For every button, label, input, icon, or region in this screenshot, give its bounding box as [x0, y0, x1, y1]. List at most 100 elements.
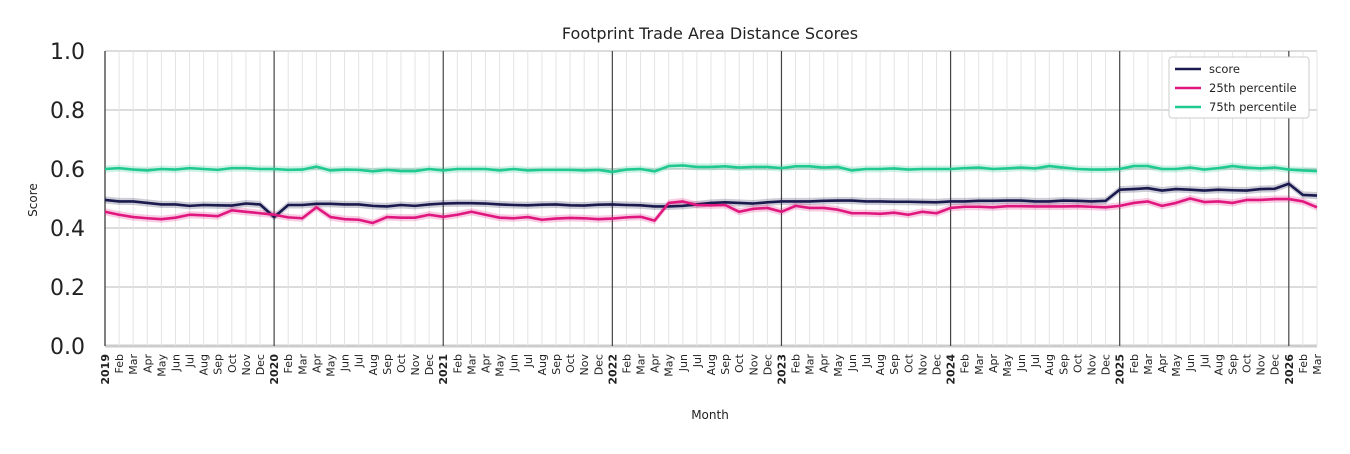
x-tick-label: Sep	[1057, 354, 1070, 375]
x-tick-label: Sep	[550, 354, 563, 375]
chart-title: Footprint Trade Area Distance Scores	[562, 24, 858, 43]
x-tick-label: Dec	[1269, 354, 1282, 375]
x-tick-label: Dec	[592, 354, 605, 375]
x-tick-label: Jul	[691, 354, 704, 368]
x-tick-label: Jun	[339, 354, 352, 372]
x-tick-label: 2019	[99, 354, 112, 385]
x-tick-label: Sep	[888, 354, 901, 375]
y-tick-label: 0.0	[50, 335, 85, 360]
x-tick-label: Nov	[1255, 354, 1268, 376]
x-tick-label: May	[324, 354, 337, 377]
x-tick-label: Aug	[705, 354, 718, 375]
series-line-25th-percentile	[104, 197, 1318, 225]
x-tick-label: Jun	[508, 354, 521, 372]
legend-label: 75th percentile	[1209, 100, 1297, 114]
x-tick-label: Mar	[804, 354, 817, 375]
x-tick-label: Jul	[353, 354, 366, 368]
x-tick-label: Mar	[1142, 354, 1155, 375]
x-tick-label: Feb	[959, 354, 972, 373]
x-tick-label: Oct	[902, 353, 915, 373]
y-tick-label: 0.6	[50, 158, 85, 183]
x-tick-label: Jul	[860, 354, 873, 368]
x-tick-label: Jun	[846, 354, 859, 372]
x-tick-label: Oct	[226, 353, 239, 373]
x-tick-label: Feb	[1297, 354, 1310, 373]
x-tick-label: May	[155, 354, 168, 377]
x-tick-label: Jul	[184, 354, 197, 368]
x-tick-label: Nov	[747, 354, 760, 376]
x-tick-label: Jul	[522, 354, 535, 368]
x-tick-label: Sep	[381, 354, 394, 375]
x-tick-label: Jul	[1029, 354, 1042, 368]
x-tick-label: Nov	[578, 354, 591, 376]
x-tick-label: Oct	[564, 353, 577, 373]
x-tick-label: Mar	[296, 354, 309, 375]
x-tick-label: Oct	[733, 353, 746, 373]
x-tick-label: 2020	[268, 354, 281, 385]
x-tick-label: May	[663, 354, 676, 377]
y-tick-labels: 0.0 0.2 0.4 0.6 0.8 1.0	[50, 40, 85, 360]
x-tick-label: Apr	[141, 354, 154, 374]
x-tick-label: Feb	[1128, 354, 1141, 373]
legend: score 25th percentile 75th percentile	[1168, 56, 1310, 119]
x-tick-label: Apr	[1156, 354, 1169, 374]
x-tick-label: Mar	[127, 354, 140, 375]
x-tick-label: 2025	[1114, 354, 1127, 385]
y-tick-label: 1.0	[50, 40, 85, 65]
x-tick-label: Oct	[395, 353, 408, 373]
x-tick-label: May	[832, 354, 845, 377]
x-tick-label: Feb	[113, 354, 126, 373]
x-tick-label: Feb	[282, 354, 295, 373]
x-tick-label: Feb	[620, 354, 633, 373]
x-tick-label: Dec	[761, 354, 774, 375]
x-tick-label: Mar	[465, 354, 478, 375]
x-tick-label: Apr	[987, 354, 1000, 374]
legend-label: score	[1209, 62, 1240, 76]
x-tick-label: Sep	[719, 354, 732, 375]
x-tick-label: Dec	[1100, 354, 1113, 375]
x-tick-label: Aug	[874, 354, 887, 375]
x-tick-label: Aug	[198, 354, 211, 375]
x-tick-label: Feb	[790, 354, 803, 373]
x-tick-label: Feb	[451, 354, 464, 373]
x-tick-label: Jun	[677, 354, 690, 372]
x-tick-label: Oct	[1071, 353, 1084, 373]
x-tick-label: Apr	[480, 354, 493, 374]
y-axis-label: Score	[26, 183, 40, 217]
x-tick-label: May	[1170, 354, 1183, 377]
x-tick-label: Dec	[930, 354, 943, 375]
x-tick-label: Nov	[916, 354, 929, 376]
x-tick-label: Jun	[169, 354, 182, 372]
y-tick-label: 0.4	[50, 217, 85, 242]
x-tick-label: May	[1001, 354, 1014, 377]
x-tick-label: Jun	[1184, 354, 1197, 372]
x-tick-label: Apr	[310, 354, 323, 374]
legend-label: 25th percentile	[1209, 81, 1297, 95]
x-tick-label: Nov	[409, 354, 422, 376]
series-line-score	[104, 182, 1318, 219]
x-tick-label: 2026	[1283, 354, 1296, 385]
y-tick-label: 0.2	[50, 276, 85, 301]
x-tick-label: Aug	[1043, 354, 1056, 375]
x-tick-label: Apr	[818, 354, 831, 374]
x-tick-label: Nov	[240, 354, 253, 376]
x-tick-label: Sep	[212, 354, 225, 375]
x-tick-label: 2023	[775, 354, 788, 385]
x-tick-label: Aug	[1212, 354, 1225, 375]
x-tick-label: 2024	[945, 354, 958, 385]
x-tick-label: Nov	[1086, 354, 1099, 376]
grid	[104, 50, 1318, 348]
x-tick-label: Mar	[973, 354, 986, 375]
x-tick-label: Jul	[1198, 354, 1211, 368]
x-tick-label: Dec	[423, 354, 436, 375]
x-tick-label: Dec	[254, 354, 267, 375]
legend-box	[1168, 56, 1310, 119]
x-tick-label: Mar	[1311, 354, 1324, 375]
x-tick-label: Aug	[367, 354, 380, 375]
x-axis-label: Month	[691, 408, 729, 422]
y-tick-label: 0.8	[50, 99, 85, 124]
x-tick-labels: 2019 Feb Mar Apr May Jun Jul Aug Sep Oct Nov Dec 202…	[99, 353, 1324, 384]
x-tick-label: Oct	[1241, 353, 1254, 373]
